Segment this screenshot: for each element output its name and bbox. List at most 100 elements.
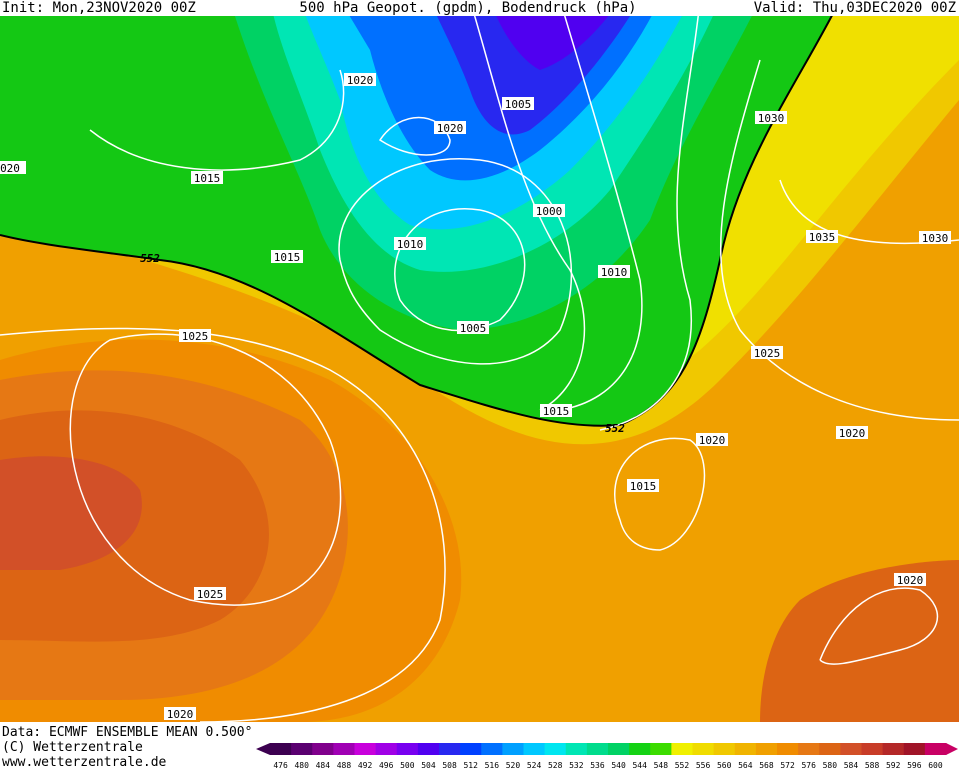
isobar-label-bg: [696, 433, 728, 446]
data-source: Data: ECMWF ENSEMBLE MEAN 0.500°: [2, 725, 252, 740]
legend-label: 480: [294, 761, 309, 770]
isobar-label-bg: [457, 321, 489, 334]
init-text: Init: Mon,23NOV2020 00Z: [2, 0, 196, 16]
legend-label: 500: [400, 761, 415, 770]
legend-label: 516: [485, 761, 500, 770]
legend-label: 548: [654, 761, 669, 770]
field: [760, 560, 959, 722]
isobar-label: 020: [0, 162, 20, 175]
legend-swatch: [481, 743, 503, 755]
legend-swatch: [396, 743, 419, 755]
legend-swatch: [755, 743, 778, 755]
legend-swatch: [354, 743, 377, 755]
legend-swatch: [523, 743, 546, 755]
isobar-label: 1025: [754, 347, 781, 360]
legend-arrow: [946, 743, 958, 755]
legend-swatch: [417, 743, 440, 755]
isobar-label-bg: [836, 426, 868, 439]
legend-label: 588: [865, 761, 880, 770]
copyright: (C) Wetterzentrale: [2, 740, 143, 755]
legend-swatch: [460, 743, 482, 755]
legend-swatch: [882, 743, 905, 755]
isobar-label-bg: [344, 73, 376, 86]
legend-label: 560: [717, 761, 732, 770]
isobar-label-bg: [627, 479, 659, 492]
legend-label: 476: [273, 761, 288, 770]
legend-label: 592: [886, 761, 901, 770]
legend-swatch: [270, 743, 292, 755]
isobar-label: 1020: [437, 122, 464, 135]
legend-swatch: [924, 743, 947, 755]
contour-552: [0, 0, 841, 427]
legend-label: 552: [675, 761, 690, 770]
legend-label: 544: [632, 761, 647, 770]
isobar-label-bg: [806, 230, 838, 243]
legend-swatch: [819, 743, 841, 755]
legend-label: 584: [844, 761, 859, 770]
isobar-label-bg: [540, 404, 572, 417]
isobar-label: 1020: [897, 574, 924, 587]
isobar-label-bg: [164, 707, 196, 720]
contour-label: 552: [140, 252, 160, 265]
legend-label: 496: [379, 761, 394, 770]
legend-swatch: [629, 743, 651, 755]
isobar-label: 1015: [543, 405, 570, 418]
legend-label: 572: [780, 761, 795, 770]
isobar-label-bg: [502, 97, 534, 110]
legend-label: 508: [442, 761, 457, 770]
isobar-label: 1005: [460, 322, 487, 335]
legend-label: 492: [358, 761, 373, 770]
isobar-label: 1015: [274, 251, 301, 264]
field: [0, 456, 142, 570]
legend-swatch: [502, 743, 524, 755]
legend-label: 540: [611, 761, 626, 770]
legend-swatch: [692, 743, 715, 755]
isobar-label-bg: [434, 121, 466, 134]
legend-label: 504: [421, 761, 436, 770]
labels: 020 1020 1020 1005 1015 1030 1000 1010 1015 1035 1…: [0, 73, 951, 721]
isobar-label: 1025: [197, 588, 224, 601]
isobar-label-bg: [271, 250, 303, 263]
legend-swatch: [375, 743, 398, 755]
isobar-label-bg: [598, 265, 630, 278]
isobar-label: 1030: [758, 112, 785, 125]
isobar-label-bg: [394, 237, 426, 250]
legend-label: 556: [696, 761, 711, 770]
header-band: [0, 0, 959, 16]
legend-label: 564: [738, 761, 753, 770]
isobar-label: 1020: [839, 427, 866, 440]
legend-label: 484: [316, 761, 331, 770]
legend-label: 488: [337, 761, 352, 770]
isobar-label: 1010: [397, 238, 424, 251]
contour-label: 552: [605, 422, 625, 435]
isobar-label-bg: [0, 161, 26, 174]
isobar-label: 1015: [194, 172, 221, 185]
legend-swatch: [291, 743, 313, 755]
isobar-label: 1020: [699, 434, 726, 447]
isobar-label-bg: [194, 587, 226, 600]
isobar-label-bg: [919, 231, 951, 244]
legend-label: 528: [548, 761, 563, 770]
isobar-label: 1005: [505, 98, 532, 111]
isobar-label: 1015: [630, 480, 657, 493]
isobar-label-bg: [755, 111, 787, 124]
legend-label: 532: [569, 761, 584, 770]
isobar-label: 1035: [809, 231, 836, 244]
valid-text: Valid: Thu,03DEC2020 00Z: [754, 0, 956, 16]
legend-swatch: [544, 743, 567, 755]
legend-label: 524: [527, 761, 542, 770]
legend-swatch: [586, 743, 609, 755]
legend-swatch: [650, 743, 672, 755]
map: [0, 0, 959, 722]
url: www.wetterzentrale.de: [2, 755, 167, 770]
legend-label: 576: [801, 761, 816, 770]
legend-swatch: [565, 743, 588, 755]
isobar-label-bg: [191, 171, 223, 184]
legend-swatch: [312, 743, 334, 755]
isobar-label-bg: [894, 573, 926, 586]
legend-swatch: [608, 743, 630, 755]
isobars: [0, 0, 959, 722]
legend-swatch: [713, 743, 736, 755]
legend-swatch: [734, 743, 757, 755]
